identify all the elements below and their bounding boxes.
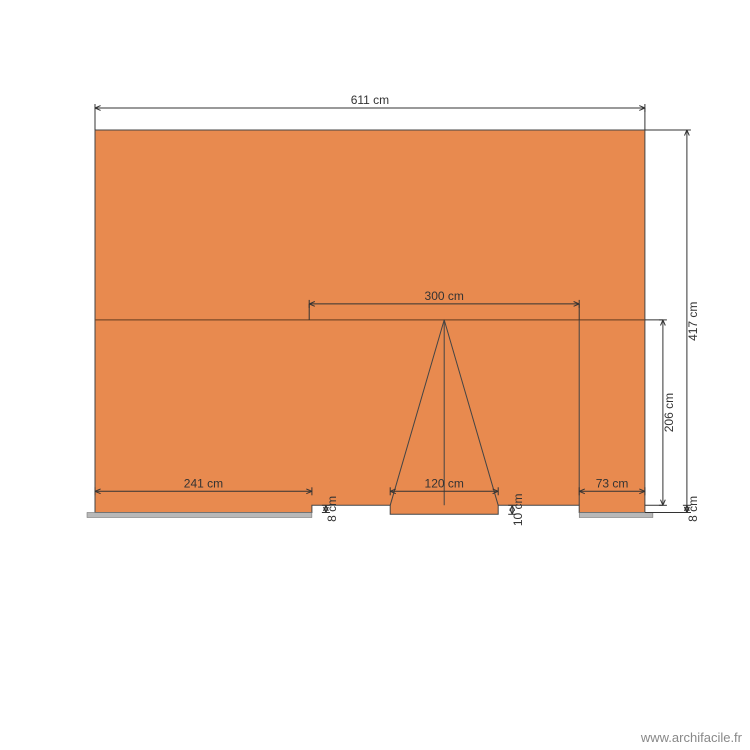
dim-bottom-left-label: 241 cm	[184, 476, 223, 490]
dim-notch-10-label: 10 cm	[511, 493, 525, 526]
ground-left	[87, 513, 312, 518]
dim-right-73-label: 73 cm	[596, 476, 629, 490]
watermark: www.archifacile.fr	[640, 730, 743, 745]
facade-shape	[95, 130, 645, 514]
dim-right-slab-label: 8 cm	[686, 496, 700, 522]
dim-right-full-label: 417 cm	[686, 302, 700, 341]
ground-right	[579, 513, 653, 518]
dim-top-label: 611 cm	[351, 93, 389, 107]
dim-right-lower-label: 206 cm	[662, 393, 676, 432]
dim-left-8-label: 8 cm	[325, 496, 339, 522]
dim-base-120-label: 120 cm	[425, 476, 464, 490]
dim-span-300-label: 300 cm	[425, 289, 464, 303]
